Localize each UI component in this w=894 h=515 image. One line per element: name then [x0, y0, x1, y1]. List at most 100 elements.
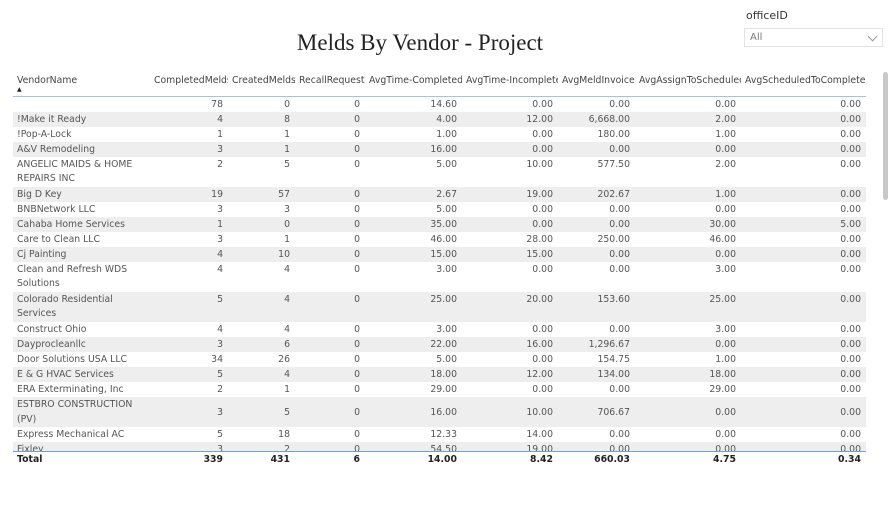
column-header-completedmelds[interactable]: CompletedMelds	[150, 72, 228, 97]
cell-createdmelds: 1	[284, 129, 290, 140]
cell-avgtime-incomplete: 0.00	[532, 384, 553, 395]
table-row[interactable]: Express Mechanical AC 5 18 0 12.33 14.00 0.00 0…	[13, 427, 866, 442]
column-header-vendorname[interactable]: VendorName ▲	[13, 72, 150, 97]
column-header-avgtime-incomplete[interactable]: AvgTime-Incomplete	[462, 72, 558, 97]
table-row[interactable]: Fixley 3 2 0 54.50 19.00 0.00 0.00 0.00	[13, 442, 866, 451]
officeid-slicer-label: officeID	[746, 9, 788, 22]
cell-avgmeldinvoice: 1,296.67	[558, 337, 635, 352]
cell-avgtime-completed: 16.00	[365, 397, 462, 427]
column-header-label: RecallRequests	[299, 75, 365, 86]
cell-avgtime-incomplete: 10.00	[526, 159, 553, 170]
column-header-avgassigntoscheduled[interactable]: AvgAssignToScheduled	[635, 72, 741, 97]
cell-avgtime-incomplete: 19.00	[462, 442, 558, 451]
column-header-avgmeldinvoice[interactable]: AvgMeldInvoice	[558, 72, 635, 97]
cell-recallrequests: 0	[295, 442, 365, 451]
cell-completedmelds: 4	[217, 324, 223, 335]
cell-avgmeldinvoice: 0.00	[609, 264, 630, 275]
table-row[interactable]: Door Solutions USA LLC 34 26 0 5.00 0.00 154.7…	[13, 352, 866, 367]
cell-completedmelds: 5	[217, 429, 223, 440]
vertical-scrollbar[interactable]	[883, 72, 888, 200]
cell-avgtime-completed: 46.00	[430, 234, 457, 245]
table-row[interactable]: BNBNetwork LLC 3 3 0 5.00 0.00 0.00 0.00 0.00	[13, 202, 866, 217]
cell-avgscheduledtocomplete: 0.00	[741, 442, 866, 451]
cell-avgtime-completed: 4.00	[365, 112, 462, 127]
cell-avgassigntoscheduled: 0.00	[635, 397, 741, 427]
table-row[interactable]: Cj Painting 4 10 0 15.00 15.00 0.00 0.00 0.00	[13, 247, 866, 262]
cell-completedmelds: 3	[217, 234, 223, 245]
cell-avgtime-incomplete: 0.00	[532, 264, 553, 275]
cell-completedmelds: 3	[217, 204, 223, 215]
column-header-label: VendorName	[17, 75, 78, 86]
cell-createdmelds: 5	[284, 159, 290, 170]
cell-completedmelds: 5	[150, 292, 228, 322]
table-row[interactable]: A&V Remodeling 3 1 0 16.00 0.00 0.00 0.00 0.00	[13, 142, 866, 157]
cell-avgassigntoscheduled: 0.00	[715, 99, 736, 110]
cell-avgmeldinvoice: 0.00	[558, 142, 635, 157]
cell-createdmelds: 26	[278, 354, 290, 365]
table-row[interactable]: Colorado Residential Services 5 4 0 25.00 20.…	[13, 292, 866, 322]
cell-avgtime-incomplete: 12.00	[462, 112, 558, 127]
cell-avgtime-incomplete: 15.00	[462, 247, 558, 262]
column-header-avgscheduledtocomplete[interactable]: AvgScheduledToComplete	[741, 72, 866, 97]
table-row[interactable]: E & G HVAC Services 5 4 0 18.00 12.00 134.00 18…	[13, 367, 866, 382]
cell-avgassigntoscheduled: 46.00	[709, 234, 736, 245]
cell-vendorname: Dayprocleanllc	[13, 337, 150, 352]
table-body: 78 0 0 14.60 0.00 0.00 0.00 0.00 !Make it Ready 4…	[13, 97, 866, 452]
cell-completedmelds: 4	[150, 112, 228, 127]
column-header-recallrequests[interactable]: RecallRequests	[295, 72, 365, 97]
cell-vendorname: A&V Remodeling	[13, 142, 150, 157]
cell-avgscheduledtocomplete: 0.00	[741, 247, 866, 262]
cell-avgscheduledtocomplete: 0.00	[840, 159, 861, 170]
cell-avgmeldinvoice: 134.00	[558, 367, 635, 382]
cell-avgassigntoscheduled: 0.00	[635, 247, 741, 262]
column-header-label: CreatedMelds	[232, 75, 295, 86]
table-row[interactable]: Dayprocleanllc 3 6 0 22.00 16.00 1,296.67 0.00 0…	[13, 337, 866, 352]
officeid-dropdown[interactable]: All	[744, 28, 883, 47]
cell-avgtime-incomplete: 0.00	[532, 354, 553, 365]
cell-avgscheduledtocomplete: 0.00	[840, 324, 861, 335]
column-header-createdmelds[interactable]: CreatedMelds	[228, 72, 295, 97]
table-row[interactable]: ANGELIC MAIDS & HOME REPAIRS INC 2 5 0 5.00 1…	[13, 157, 866, 187]
cell-avgscheduledtocomplete: 0.00	[741, 112, 866, 127]
cell-recallrequests: 0	[295, 187, 365, 202]
cell-avgmeldinvoice: 202.67	[558, 187, 635, 202]
table-row[interactable]: !Pop-A-Lock 1 1 0 1.00 0.00 180.00 1.00 0.00	[13, 127, 866, 142]
cell-avgassigntoscheduled: 1.00	[715, 354, 736, 365]
cell-vendorname: Construct Ohio	[17, 324, 87, 335]
table-row[interactable]: Construct Ohio 4 4 0 3.00 0.00 0.00 3.00 0.00	[13, 322, 866, 337]
cell-avgscheduledtocomplete: 5.00	[741, 217, 866, 232]
cell-vendorname: Door Solutions USA LLC	[17, 354, 128, 365]
cell-avgtime-completed: 16.00	[365, 142, 462, 157]
cell-completedmelds: 78	[211, 99, 223, 110]
column-header-avgtime-completed[interactable]: AvgTime-Completed	[365, 72, 462, 97]
table-row[interactable]: ESTBRO CONSTRUCTION (PV) 3 5 0 16.00 10.00 706…	[13, 397, 866, 427]
cell-avgscheduledtocomplete: 0.00	[840, 354, 861, 365]
cell-avgmeldinvoice: 0.00	[558, 247, 635, 262]
cell-avgtime-incomplete: 0.00	[532, 204, 553, 215]
cell-createdmelds: 4	[284, 264, 290, 275]
cell-avgtime-completed: 54.50	[365, 442, 462, 451]
cell-avgtime-completed: 14.60	[430, 99, 457, 110]
cell-avgtime-incomplete: 10.00	[462, 397, 558, 427]
cell-avgmeldinvoice: 0.00	[609, 204, 630, 215]
cell-avgassigntoscheduled: 2.00	[635, 112, 741, 127]
cell-vendorname: Cahaba Home Services	[13, 217, 150, 232]
cell-recallrequests: 0	[295, 217, 365, 232]
table-row[interactable]: 78 0 0 14.60 0.00 0.00 0.00 0.00	[13, 97, 866, 112]
table-row[interactable]: ERA Exterminating, Inc 2 1 0 29.00 0.00 0.00 29…	[13, 382, 866, 397]
table-row[interactable]: !Make it Ready 4 8 0 4.00 12.00 6,668.00 2.00 0.…	[13, 112, 866, 127]
table-row[interactable]: Clean and Refresh WDS Solutions 4 4 0 3.00 0.…	[13, 262, 866, 292]
cell-avgscheduledtocomplete: 0.00	[741, 292, 866, 322]
cell-avgtime-incomplete: 0.00	[462, 142, 558, 157]
table-row[interactable]: Care to Clean LLC 3 1 0 46.00 28.00 250.00 46.0…	[13, 232, 866, 247]
table-row[interactable]: Big D Key 19 57 0 2.67 19.00 202.67 1.00 0.00	[13, 187, 866, 202]
total-vendorname: Total	[17, 454, 43, 465]
cell-avgassigntoscheduled: 1.00	[715, 129, 736, 140]
cell-avgmeldinvoice: 0.00	[609, 324, 630, 335]
table-row[interactable]: Cahaba Home Services 1 0 0 35.00 0.00 0.00 30.0…	[13, 217, 866, 232]
cell-avgscheduledtocomplete: 0.00	[741, 142, 866, 157]
officeid-dropdown-value: All	[750, 32, 763, 43]
cell-recallrequests: 0	[354, 429, 360, 440]
cell-avgscheduledtocomplete: 0.00	[840, 264, 861, 275]
cell-completedmelds: 3	[150, 397, 228, 427]
